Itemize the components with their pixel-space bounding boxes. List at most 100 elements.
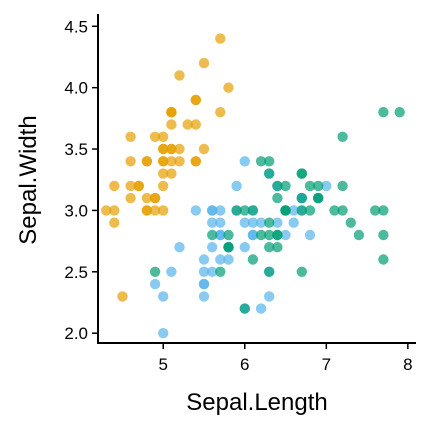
data-point <box>296 205 307 216</box>
data-point <box>109 180 120 192</box>
data-point <box>125 180 136 192</box>
y-axis-title: Sepal.Width <box>15 115 42 244</box>
data-point <box>141 205 153 216</box>
data-point <box>264 156 275 167</box>
data-point <box>313 192 324 204</box>
data-point <box>264 242 275 253</box>
data-point <box>304 180 316 192</box>
data-point <box>109 217 120 228</box>
data-point <box>166 266 177 277</box>
data-point <box>174 242 185 253</box>
y-tick-label: 3.0 <box>64 201 88 220</box>
data-point <box>247 229 259 241</box>
x-tick-label: 6 <box>240 355 249 374</box>
data-point <box>272 217 283 228</box>
data-point <box>337 131 348 142</box>
data-point <box>117 291 128 302</box>
y-tick-label: 4.5 <box>64 17 88 36</box>
data-point <box>223 254 234 265</box>
data-point <box>215 229 226 241</box>
data-point <box>239 242 250 253</box>
points-layer <box>101 33 405 339</box>
data-point <box>166 119 177 130</box>
y-axis-ticks: 2.0 2.5 3.0 3.5 4.0 4.5 <box>64 17 98 343</box>
data-point <box>190 205 201 216</box>
data-point <box>231 205 242 216</box>
y-tick-label: 2.5 <box>64 263 88 282</box>
data-point <box>223 229 234 241</box>
data-point <box>247 205 259 216</box>
x-tick-label: 7 <box>322 355 331 374</box>
data-point <box>141 156 153 167</box>
data-point <box>280 180 291 192</box>
data-point <box>223 82 234 93</box>
data-point <box>337 180 348 192</box>
data-point <box>239 217 250 228</box>
data-point <box>231 180 242 192</box>
data-point <box>215 217 226 228</box>
data-point <box>264 168 275 179</box>
data-point <box>304 205 316 216</box>
data-point <box>149 278 161 290</box>
data-point <box>313 180 324 192</box>
data-point <box>255 303 267 314</box>
data-point <box>272 180 283 192</box>
data-point <box>329 205 340 216</box>
data-point <box>174 156 185 167</box>
data-point <box>215 205 226 216</box>
data-point <box>133 180 144 192</box>
data-point <box>223 242 234 253</box>
data-point <box>158 131 169 142</box>
data-point <box>378 205 389 216</box>
data-point <box>353 229 365 241</box>
data-point <box>174 143 185 155</box>
data-point <box>239 303 250 314</box>
data-point <box>158 143 169 155</box>
data-point <box>198 254 210 265</box>
data-point <box>255 217 267 228</box>
data-point <box>304 229 316 241</box>
data-point <box>280 229 291 241</box>
y-tick-label: 4.0 <box>64 79 88 98</box>
data-point <box>288 217 299 228</box>
data-point <box>190 119 201 130</box>
data-point <box>149 131 161 142</box>
data-point <box>247 217 259 228</box>
data-point <box>255 229 267 241</box>
data-point <box>101 205 112 216</box>
data-point <box>166 143 177 155</box>
data-point <box>215 254 226 265</box>
data-point <box>158 156 169 167</box>
data-point <box>158 180 169 192</box>
y-tick-label: 2.0 <box>64 324 88 343</box>
data-point <box>158 291 169 302</box>
data-point <box>215 33 226 44</box>
data-point <box>264 229 275 241</box>
data-point <box>378 107 389 118</box>
data-point <box>378 229 389 241</box>
data-point <box>239 205 250 216</box>
data-point <box>247 254 259 265</box>
y-tick-label: 3.5 <box>64 140 88 159</box>
x-axis-title: Sepal.Length <box>186 389 327 416</box>
data-point <box>149 205 161 216</box>
data-point <box>207 205 218 216</box>
data-point <box>264 291 275 302</box>
data-point <box>149 192 161 204</box>
data-point <box>280 205 291 216</box>
data-point <box>158 328 169 339</box>
data-point <box>296 192 307 204</box>
data-point <box>215 107 226 118</box>
data-point <box>394 107 405 118</box>
data-point <box>198 143 210 155</box>
data-point <box>166 107 177 118</box>
data-point <box>321 180 332 192</box>
data-point <box>345 217 356 228</box>
x-tick-label: 5 <box>158 355 167 374</box>
x-tick-label: 8 <box>403 355 412 374</box>
data-point <box>198 278 210 290</box>
data-point <box>125 192 136 204</box>
data-point <box>166 168 177 179</box>
data-point <box>264 266 275 277</box>
data-point <box>296 266 307 277</box>
